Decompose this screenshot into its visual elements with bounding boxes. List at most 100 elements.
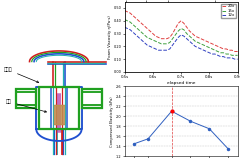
15x — [188, 35, 191, 37]
15x — [126, 20, 129, 22]
12x — [129, 29, 132, 31]
15x — [199, 43, 202, 45]
12x — [180, 34, 182, 36]
15x — [146, 36, 149, 38]
Legend: 20x, 15x, 12x: 20x, 15x, 12x — [222, 3, 236, 18]
15x — [191, 38, 194, 40]
15x — [222, 52, 225, 54]
15x — [151, 39, 154, 41]
12x — [140, 39, 143, 41]
15x — [197, 42, 199, 43]
Bar — [16, 89, 36, 108]
12x — [211, 53, 214, 55]
20x — [236, 51, 239, 52]
20x — [216, 45, 219, 47]
20x — [191, 33, 194, 34]
Text: 液室: 液室 — [6, 99, 47, 112]
Bar — [82, 89, 102, 108]
Bar — [39, 87, 79, 129]
20x — [166, 38, 168, 40]
20x — [168, 36, 171, 38]
20x — [146, 27, 149, 29]
15x — [157, 42, 160, 43]
Text: 空气室: 空气室 — [4, 67, 39, 83]
12x — [216, 54, 219, 56]
20x — [126, 11, 129, 13]
12x — [208, 52, 211, 54]
12x — [233, 58, 236, 60]
12x — [205, 51, 208, 52]
20x — [132, 15, 134, 17]
15x — [236, 54, 239, 56]
12x — [166, 49, 168, 51]
20x — [219, 47, 222, 49]
Line: 15x: 15x — [125, 19, 238, 55]
12x — [185, 38, 188, 40]
Line: 12x: 12x — [125, 27, 238, 59]
X-axis label: elapsed time: elapsed time — [167, 81, 195, 85]
15x — [233, 54, 236, 56]
15x — [171, 38, 174, 40]
20x — [208, 42, 211, 43]
12x — [236, 58, 239, 60]
20x — [171, 33, 174, 34]
20x — [228, 49, 231, 51]
12x — [157, 49, 160, 51]
20x — [230, 49, 233, 51]
20x — [182, 22, 185, 24]
12x — [214, 53, 216, 55]
20x — [174, 27, 177, 29]
15x — [194, 40, 197, 42]
12x — [228, 57, 231, 59]
12x — [219, 56, 222, 58]
15x — [149, 38, 151, 40]
20x — [214, 44, 216, 46]
15x — [202, 44, 205, 46]
12x — [143, 42, 146, 43]
12x — [194, 45, 197, 47]
12x — [199, 48, 202, 50]
12x — [225, 57, 228, 59]
15x — [205, 45, 208, 47]
15x — [154, 40, 157, 42]
12x — [154, 48, 157, 50]
20x — [199, 38, 202, 40]
20x — [123, 10, 126, 12]
20x — [157, 36, 160, 38]
15x — [168, 42, 171, 43]
12x — [151, 47, 154, 49]
Y-axis label: Compressed Elasticity (kPa): Compressed Elasticity (kPa) — [110, 96, 114, 146]
12x — [171, 44, 174, 46]
12x — [126, 27, 129, 29]
20x — [163, 38, 166, 40]
12x — [222, 56, 225, 58]
20x — [233, 51, 236, 52]
12x — [134, 34, 137, 36]
15x — [140, 31, 143, 33]
12x — [177, 36, 180, 38]
12x — [123, 26, 126, 28]
12x — [146, 44, 149, 46]
20x — [225, 48, 228, 50]
20x — [188, 30, 191, 32]
15x — [123, 18, 126, 20]
15x — [166, 43, 168, 45]
12x — [174, 40, 177, 42]
15x — [134, 26, 137, 28]
Line: 20x: 20x — [125, 11, 238, 52]
20x — [151, 33, 154, 34]
20x — [129, 12, 132, 14]
15x — [160, 43, 163, 45]
12x — [149, 45, 151, 47]
15x — [225, 53, 228, 55]
15x — [208, 47, 211, 49]
12x — [160, 49, 163, 51]
15x — [143, 34, 146, 36]
12x — [197, 47, 199, 49]
15x — [211, 48, 214, 50]
12x — [168, 48, 171, 50]
20x — [143, 25, 146, 27]
12x — [163, 49, 166, 51]
20x — [177, 22, 180, 24]
12x — [182, 35, 185, 37]
